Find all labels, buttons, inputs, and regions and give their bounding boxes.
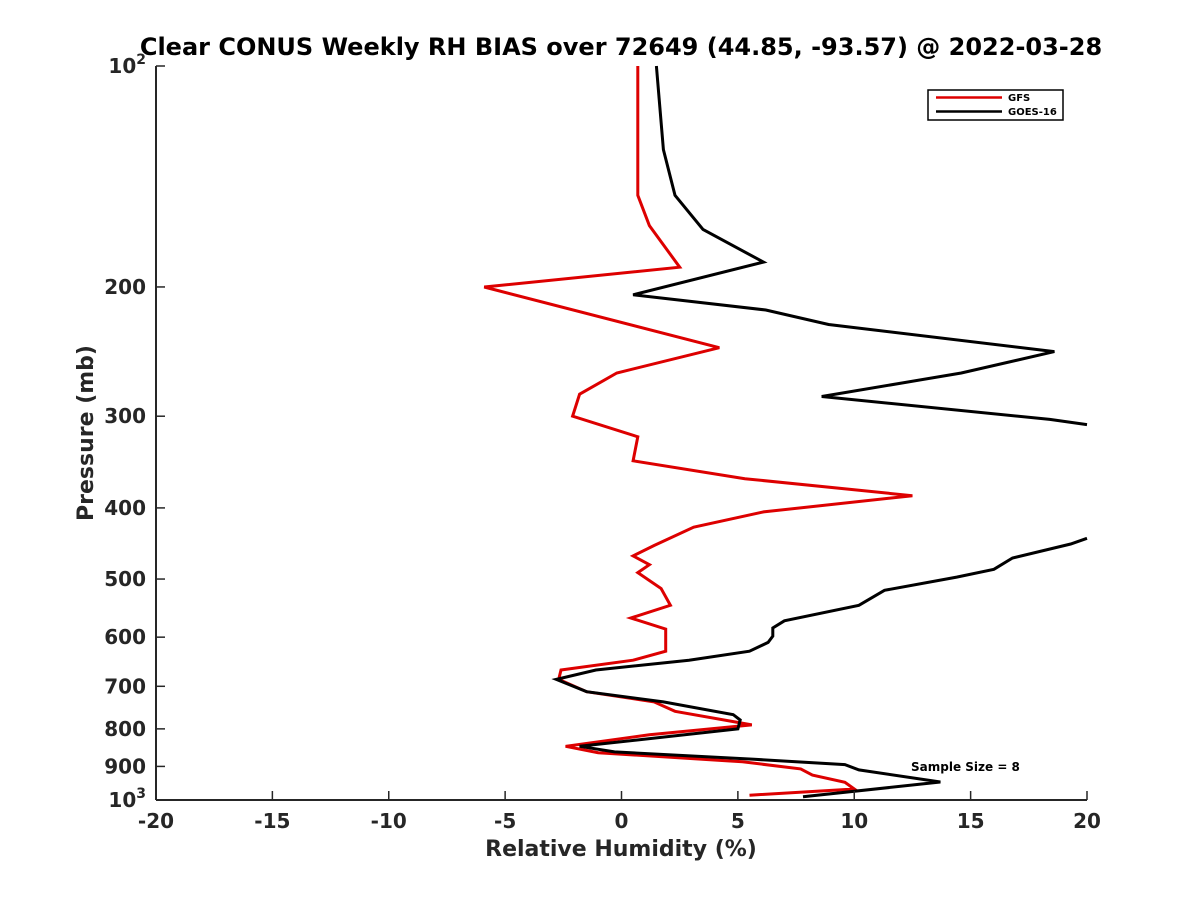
series-layer	[483, 65, 1088, 799]
x-axis-label: Relative Humidity (%)	[485, 837, 757, 862]
series-line-gfs	[483, 66, 913, 797]
series-line-goes-16	[551, 65, 1088, 799]
y-tick-label: 103	[108, 786, 146, 812]
legend: GFS GOES-16	[927, 89, 1064, 121]
x-tick-label: 20	[1073, 809, 1101, 833]
x-tick-label: -15	[254, 809, 290, 833]
x-ticks: -20 -15 -10 -5 0 5 10 15 20	[138, 791, 1101, 833]
x-tick-label: -5	[494, 809, 516, 833]
x-tick-label: -10	[371, 809, 407, 833]
y-ticks: 102 200 300 400 500 600 700 800 900 103	[104, 52, 165, 812]
legend-label-gfs: GFS	[1008, 93, 1030, 104]
x-tick-label: -20	[138, 809, 174, 833]
y-tick-label: 900	[104, 754, 146, 778]
y-tick-label: 700	[104, 674, 146, 698]
x-tick-label: 0	[615, 809, 629, 833]
sample-size-annotation: Sample Size = 8	[911, 760, 1020, 774]
y-tick-label: 102	[108, 52, 146, 78]
y-tick-label: 200	[104, 275, 146, 299]
legend-label-goes-16: GOES-16	[1008, 107, 1057, 118]
x-tick-label: 15	[957, 809, 985, 833]
y-tick-label: 300	[104, 404, 146, 428]
legend-box	[927, 89, 1064, 121]
y-tick-label: 600	[104, 625, 146, 649]
chart-title: Clear CONUS Weekly RH BIAS over 72649 (4…	[140, 33, 1102, 61]
x-tick-label: 5	[731, 809, 745, 833]
x-tick-label: 10	[840, 809, 868, 833]
y-tick-label: 500	[104, 567, 146, 591]
y-tick-label: 800	[104, 717, 146, 741]
y-tick-label: 400	[104, 496, 146, 520]
y-axis-label: Pressure (mb)	[74, 345, 99, 521]
